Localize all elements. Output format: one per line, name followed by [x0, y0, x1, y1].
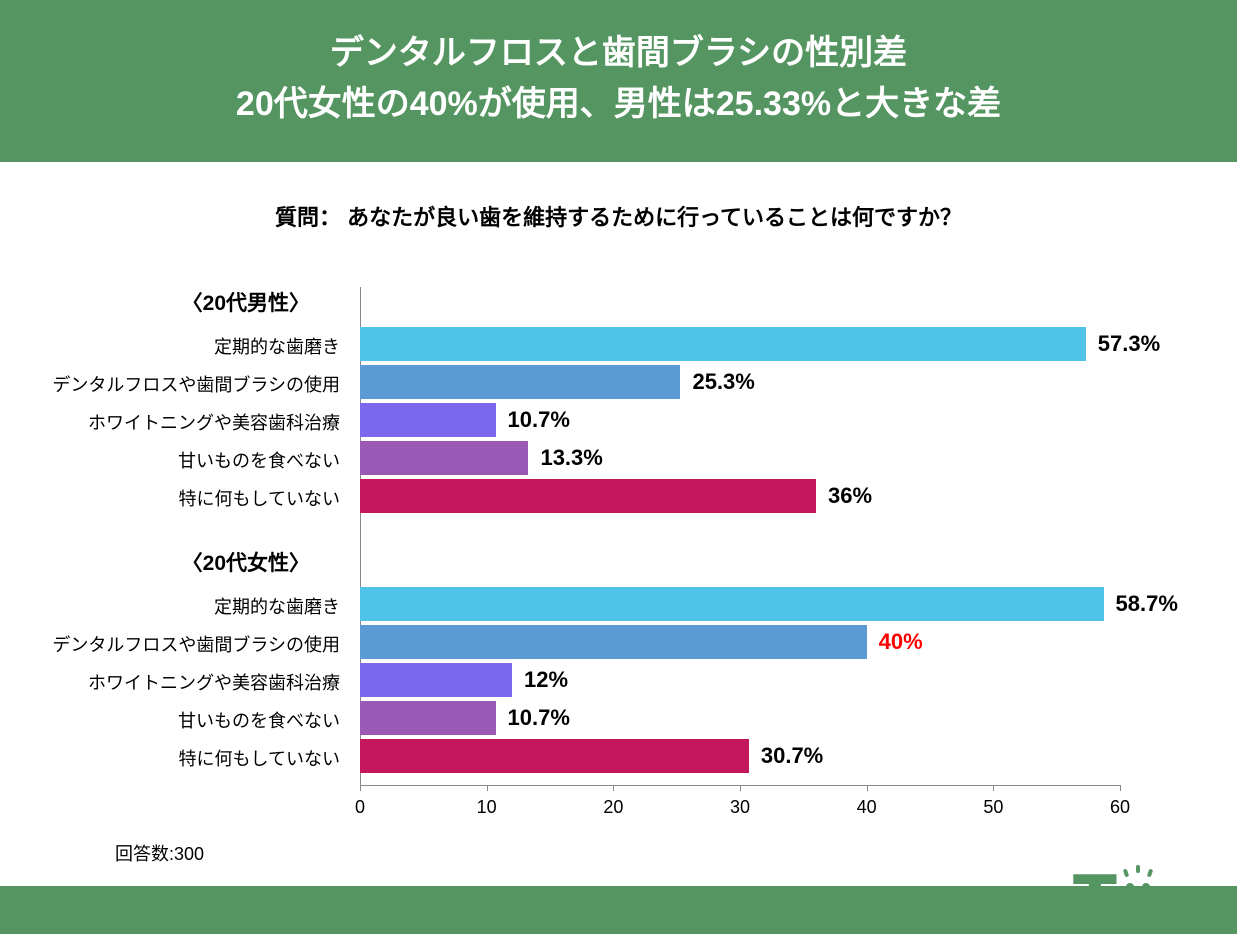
bar: [360, 403, 496, 437]
x-tick: [360, 785, 361, 791]
bar-value-label: 25.3%: [692, 369, 754, 395]
group-title: 〈20代女性〉: [182, 547, 310, 577]
plot-area: 57.3%25.3%10.7%13.3%36%58.7%40%12%10.7%3…: [360, 287, 1120, 787]
bar-value-label: 12%: [524, 667, 568, 693]
x-tick: [867, 785, 868, 791]
x-tick: [613, 785, 614, 791]
bar-value-label: 40%: [879, 629, 923, 655]
bar: [360, 739, 749, 773]
bar-label: 定期的な歯磨き: [214, 333, 340, 359]
bar: [360, 327, 1086, 361]
bar-value-label: 10.7%: [508, 705, 570, 731]
bar-label: デンタルフロスや歯間ブラシの使用: [52, 371, 340, 397]
group-title: 〈20代男性〉: [182, 287, 310, 317]
x-tick-label: 20: [603, 797, 623, 818]
logo-letter-t: T: [1074, 864, 1117, 934]
survey-question: 質問： あなたが良い歯を維持するために行っていることは何ですか？: [0, 200, 1237, 232]
x-tick: [740, 785, 741, 791]
x-tick-label: 0: [355, 797, 365, 818]
bar: [360, 479, 816, 513]
bar-label: 定期的な歯磨き: [214, 593, 340, 619]
x-tick-label: 30: [730, 797, 750, 818]
footer-bar: [0, 886, 1237, 934]
header-banner: デンタルフロスと歯間ブラシの性別差 20代女性の40%が使用、男性は25.33%…: [0, 0, 1237, 162]
header-line-1: デンタルフロスと歯間ブラシの性別差: [20, 28, 1217, 79]
bar: [360, 587, 1104, 621]
x-tick-label: 60: [1110, 797, 1130, 818]
teech-logo: T ech: [1074, 863, 1237, 934]
bar-value-label: 58.7%: [1116, 591, 1178, 617]
bar-label: 特に何もしていない: [179, 745, 340, 771]
bar-chart: 〈20代男性〉定期的な歯磨きデンタルフロスや歯間ブラシの使用ホワイトニングや美容…: [60, 287, 1170, 847]
bar-value-label: 57.3%: [1098, 331, 1160, 357]
logo-text-rest: ech: [1160, 884, 1237, 932]
bar: [360, 663, 512, 697]
bar: [360, 625, 867, 659]
bar: [360, 701, 496, 735]
header-line-2: 20代女性の40%が使用、男性は25.33%と大きな差: [20, 79, 1217, 130]
bar-value-label: 13.3%: [540, 445, 602, 471]
bar-value-label: 10.7%: [508, 407, 570, 433]
x-tick-label: 10: [477, 797, 497, 818]
x-tick-label: 50: [983, 797, 1003, 818]
x-tick: [487, 785, 488, 791]
response-count: 回答数:300: [115, 840, 204, 866]
logo-face-icon: [1116, 863, 1160, 907]
bar-value-label: 36%: [828, 483, 872, 509]
x-tick: [1120, 785, 1121, 791]
bar-label: デンタルフロスや歯間ブラシの使用: [52, 631, 340, 657]
x-tick: [993, 785, 994, 791]
bar-label: 特に何もしていない: [179, 485, 340, 511]
bar-value-label: 30.7%: [761, 743, 823, 769]
bar: [360, 365, 680, 399]
x-tick-label: 40: [857, 797, 877, 818]
bar-label: ホワイトニングや美容歯科治療: [88, 669, 340, 695]
bar-label: 甘いものを食べない: [178, 707, 340, 733]
bar: [360, 441, 528, 475]
bar-label: ホワイトニングや美容歯科治療: [88, 409, 340, 435]
bar-label: 甘いものを食べない: [178, 447, 340, 473]
